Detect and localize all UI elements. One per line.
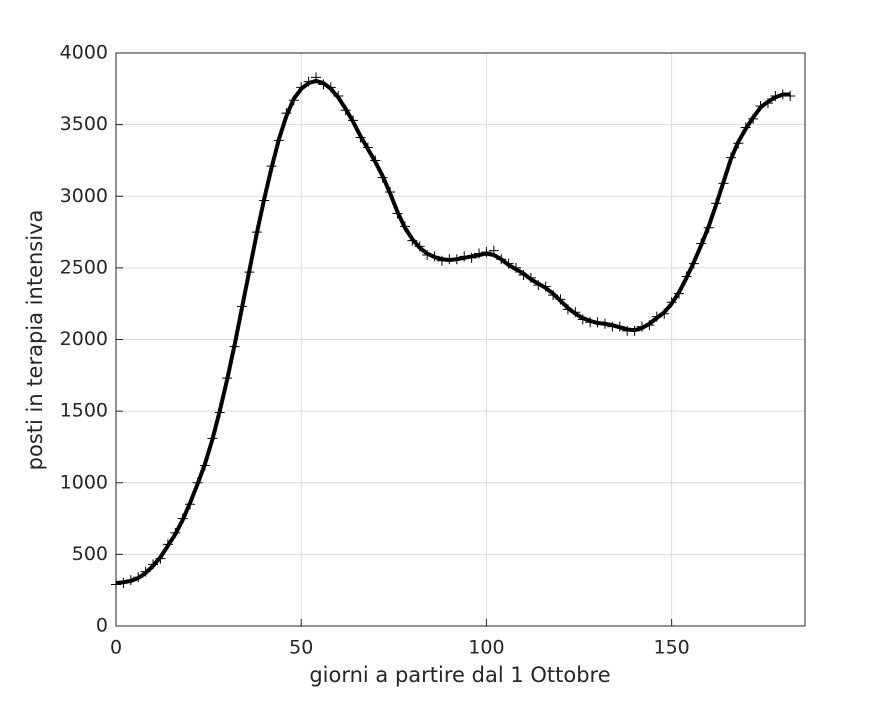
y-tick-label: 2500 bbox=[60, 256, 108, 278]
plot-frame bbox=[115, 52, 806, 627]
x-tick-label: 150 bbox=[654, 637, 690, 659]
y-tick-label: 1000 bbox=[60, 471, 108, 493]
y-tick-label: 3000 bbox=[60, 185, 108, 207]
y-tick-label: 500 bbox=[72, 543, 108, 565]
x-axis-label: giorni a partire dal 1 Ottobre bbox=[309, 663, 610, 687]
x-tick-label: 100 bbox=[468, 637, 504, 659]
y-tick-label: 0 bbox=[96, 615, 108, 637]
y-axis-label: posti in terapia intensiva bbox=[23, 210, 47, 471]
x-tick-label: 50 bbox=[289, 637, 313, 659]
y-tick-label: 4000 bbox=[60, 42, 108, 64]
y-tick-label: 3500 bbox=[60, 113, 108, 135]
fit-line bbox=[115, 78, 791, 586]
y-tick-label: 1500 bbox=[60, 400, 108, 422]
x-tick-label: 0 bbox=[110, 637, 122, 659]
y-tick-label: 2000 bbox=[60, 328, 108, 350]
